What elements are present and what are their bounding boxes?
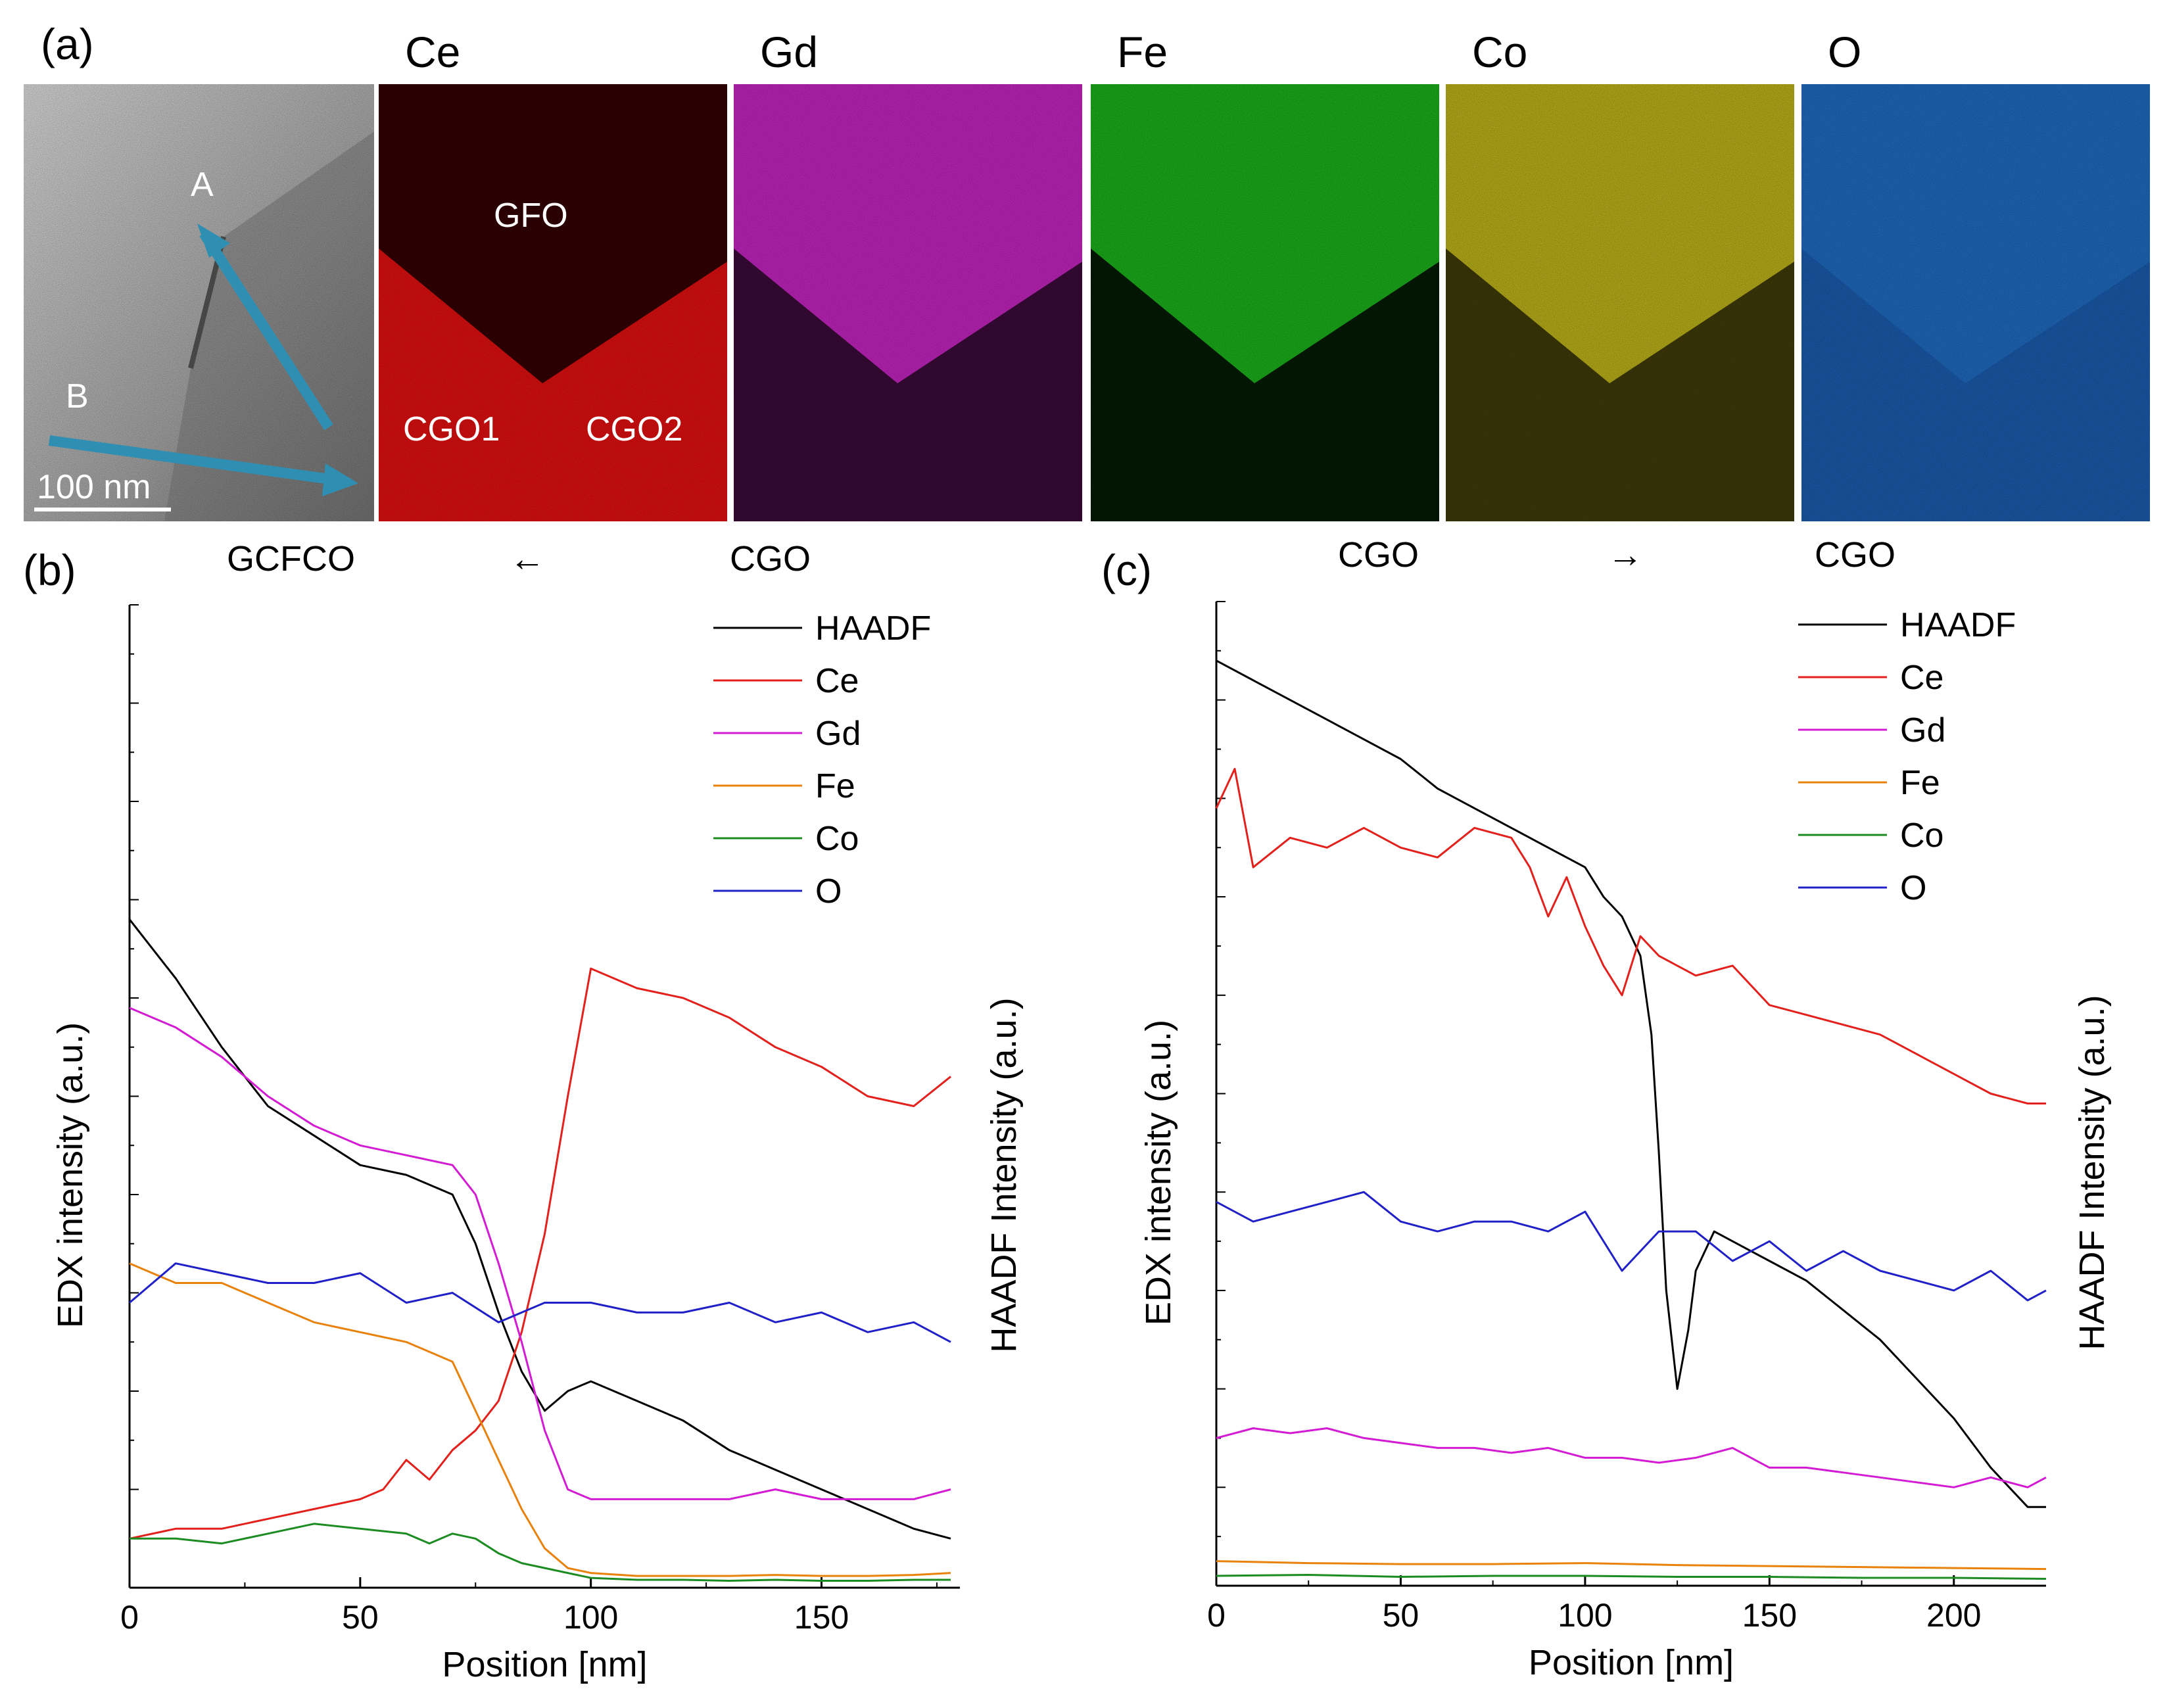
x-tick-label: 150 xyxy=(1742,1597,1797,1634)
panel-label: (c) xyxy=(1101,546,1152,594)
panel-a-label: (a) xyxy=(41,20,94,68)
header-b-left: GCFCO xyxy=(227,539,355,579)
x-tick-label: 100 xyxy=(1558,1597,1612,1634)
x-tick-label: 0 xyxy=(120,1599,139,1636)
map-gd xyxy=(734,84,1082,521)
x-tick-label: 50 xyxy=(342,1599,379,1636)
legend-label-gd: Gd xyxy=(1900,711,1945,749)
haadf-label-b: B xyxy=(66,377,89,415)
haadf-label-a: A xyxy=(191,166,214,204)
legend-label-ce: Ce xyxy=(815,662,859,700)
y-axis-label-right: HAADF Intensity (a.u.) xyxy=(984,997,1024,1352)
map-o xyxy=(1801,84,2150,521)
map-ce: GFO CGO1 CGO2 xyxy=(379,84,727,521)
series-line-haadf xyxy=(128,918,951,1540)
map-title-o: O xyxy=(1828,28,1861,76)
header-b-arrow: ← xyxy=(510,539,545,579)
legend-label-haadf: HAADF xyxy=(1900,606,2016,644)
legend-label-ce: Ce xyxy=(1900,659,1943,697)
series-line-haadf xyxy=(1216,659,2046,1508)
series-line-co xyxy=(1216,1574,2047,1580)
series-line-fe xyxy=(1216,1560,2047,1571)
x-axis-label: Position [nm] xyxy=(442,1645,647,1684)
series-line-ce xyxy=(1215,768,2046,1104)
series-line-o xyxy=(129,1262,951,1343)
ce-label-cgo2: CGO2 xyxy=(586,410,682,448)
series-line-ce xyxy=(129,967,951,1540)
header-c-right: CGO xyxy=(1815,535,1895,575)
y-axis-label-left: EDX intensity (a.u.) xyxy=(1139,1020,1178,1325)
x-axis-label: Position [nm] xyxy=(1529,1643,1734,1682)
y-axis-label-right: HAADF Intensity (a.u.) xyxy=(2072,995,2112,1350)
chart-c: (c) 0 50 100 150 200 Position [nm] EDX intensit… xyxy=(1101,546,2112,1682)
series-line-co xyxy=(130,1523,951,1582)
ce-label-gfo: GFO xyxy=(494,197,568,235)
legend-label-co: Co xyxy=(1900,817,1943,855)
legend-label-haadf: HAADF xyxy=(815,609,931,648)
map-title-ce: Ce xyxy=(405,28,460,76)
chart-b: (b) 0 50 100 150 Position [nm] EDX intensity (… xyxy=(23,546,1024,1684)
x-tick-label: 50 xyxy=(1383,1597,1419,1634)
x-tick-label: 0 xyxy=(1207,1597,1226,1634)
line-scan-arrow-b xyxy=(48,435,337,485)
legend-label-o: O xyxy=(1900,869,1926,907)
series-line-gd xyxy=(1216,1427,2047,1488)
x-tick-label: 200 xyxy=(1926,1597,1981,1634)
map-title-fe: Fe xyxy=(1117,28,1168,76)
ce-label-cgo1: CGO1 xyxy=(403,410,500,448)
series-line-o xyxy=(1216,1191,2047,1302)
series-line-gd xyxy=(129,1007,951,1500)
element-maps: GFO CGO1 CGO2 Ce Gd Fe Co O xyxy=(379,28,2150,521)
arrow-head-a-icon xyxy=(197,224,230,258)
map-co xyxy=(1446,84,1794,521)
series-line-fe xyxy=(129,1262,951,1577)
arrow-head-b-icon xyxy=(322,463,358,496)
legend-label-gd: Gd xyxy=(815,715,861,753)
legend-label-fe: Fe xyxy=(1900,764,1940,802)
haadf-image: A B 100 nm xyxy=(24,84,374,521)
map-fe xyxy=(1091,84,1439,521)
header-c-left: CGO xyxy=(1338,535,1419,575)
legend-label-o: O xyxy=(815,872,842,911)
y-axis-label-left: EDX intensity (a.u.) xyxy=(51,1022,90,1328)
line-scan-arrow-a xyxy=(199,230,333,431)
x-tick-label: 150 xyxy=(794,1599,849,1636)
scale-bar-label: 100 nm xyxy=(37,468,151,506)
header-c-arrow: → xyxy=(1608,535,1643,575)
x-tick-label: 100 xyxy=(563,1599,618,1636)
map-title-co: Co xyxy=(1472,28,1527,76)
legend-label-co: Co xyxy=(815,820,859,858)
legend-label-fe: Fe xyxy=(815,767,855,805)
panel-label: (b) xyxy=(23,546,76,594)
header-b-right: CGO xyxy=(730,539,811,579)
map-title-gd: Gd xyxy=(760,28,818,76)
